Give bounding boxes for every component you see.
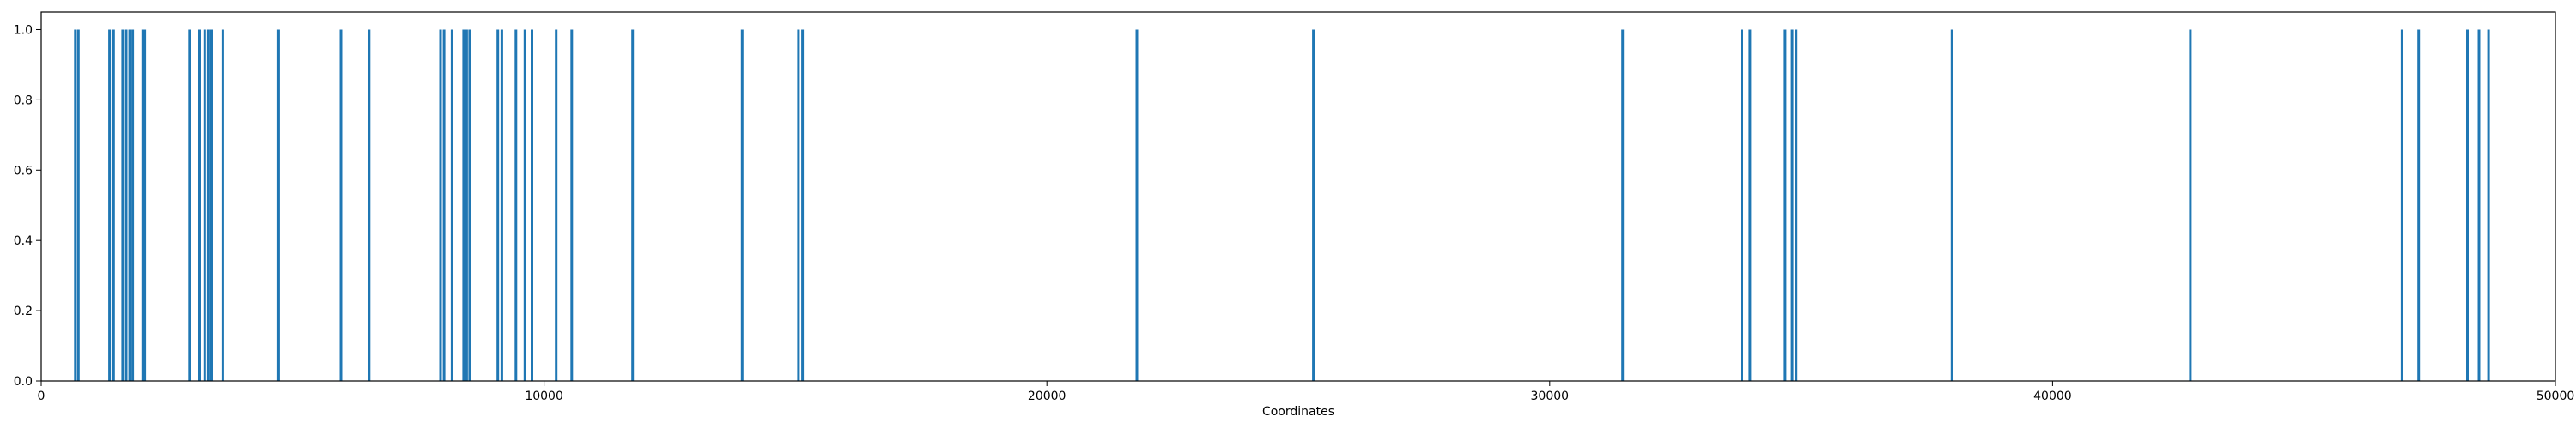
bar (339, 29, 343, 381)
bar (2466, 29, 2469, 381)
bar (276, 29, 280, 381)
bar (141, 29, 144, 381)
bar (131, 29, 135, 381)
bar (1795, 29, 1798, 381)
bar (570, 29, 574, 381)
bar (203, 29, 206, 381)
y-tick-label: 0.6 (14, 164, 33, 178)
bar (500, 29, 503, 381)
bar (108, 29, 112, 381)
x-tick-label: 10000 (525, 390, 563, 403)
x-tick-label: 50000 (2537, 390, 2575, 403)
bar (2400, 29, 2403, 381)
bar (1621, 29, 1625, 381)
bar (2417, 29, 2421, 381)
bar (188, 29, 191, 381)
y-tick-label: 0.8 (14, 94, 33, 107)
bar (221, 29, 224, 381)
bar (1741, 29, 1743, 381)
bar (2189, 29, 2192, 381)
bar (368, 29, 371, 381)
bar (1790, 29, 1794, 381)
bar (128, 29, 131, 381)
y-tick-label: 0.2 (14, 305, 33, 318)
bar (1135, 29, 1139, 381)
bar (740, 29, 744, 381)
bar (442, 29, 446, 381)
x-tick-label: 20000 (1028, 390, 1066, 403)
x-tick-label: 40000 (2033, 390, 2072, 403)
bar (76, 29, 80, 381)
bar (143, 29, 147, 381)
bars-group (74, 29, 2490, 381)
bar (1748, 29, 1752, 381)
bar (112, 29, 115, 381)
bar (450, 29, 453, 381)
bar (2477, 29, 2481, 381)
bar (555, 29, 558, 381)
x-tick-label: 30000 (1531, 390, 1570, 403)
y-axis: 0.0 0.2 0.4 0.6 0.8 1.0 (14, 23, 41, 389)
bar (1950, 29, 1953, 381)
bar (1312, 29, 1315, 381)
bar (631, 29, 635, 381)
bar (523, 29, 526, 381)
bar (210, 29, 213, 381)
y-tick-label: 1.0 (14, 23, 33, 37)
plot-frame (40, 11, 2556, 382)
y-tick-label: 0.4 (14, 234, 33, 248)
bar (496, 29, 500, 381)
y-tick-label: 0.0 (14, 375, 33, 389)
bar (198, 29, 201, 381)
bar (465, 29, 468, 381)
bar (1783, 29, 1787, 381)
bar (2487, 29, 2490, 381)
bar (801, 29, 805, 381)
bar (514, 29, 518, 381)
bar (462, 29, 465, 381)
bar (531, 29, 533, 381)
bar (125, 29, 128, 381)
x-tick-label: 0 (38, 390, 46, 403)
bar (74, 29, 77, 381)
bar (797, 29, 800, 381)
bar (121, 29, 125, 381)
bar (468, 29, 471, 381)
x-axis: 0 10000 20000 30000 40000 50000 (38, 381, 2575, 403)
x-axis-label: Coordinates (1262, 405, 1334, 419)
bar (206, 29, 210, 381)
bar (439, 29, 442, 381)
